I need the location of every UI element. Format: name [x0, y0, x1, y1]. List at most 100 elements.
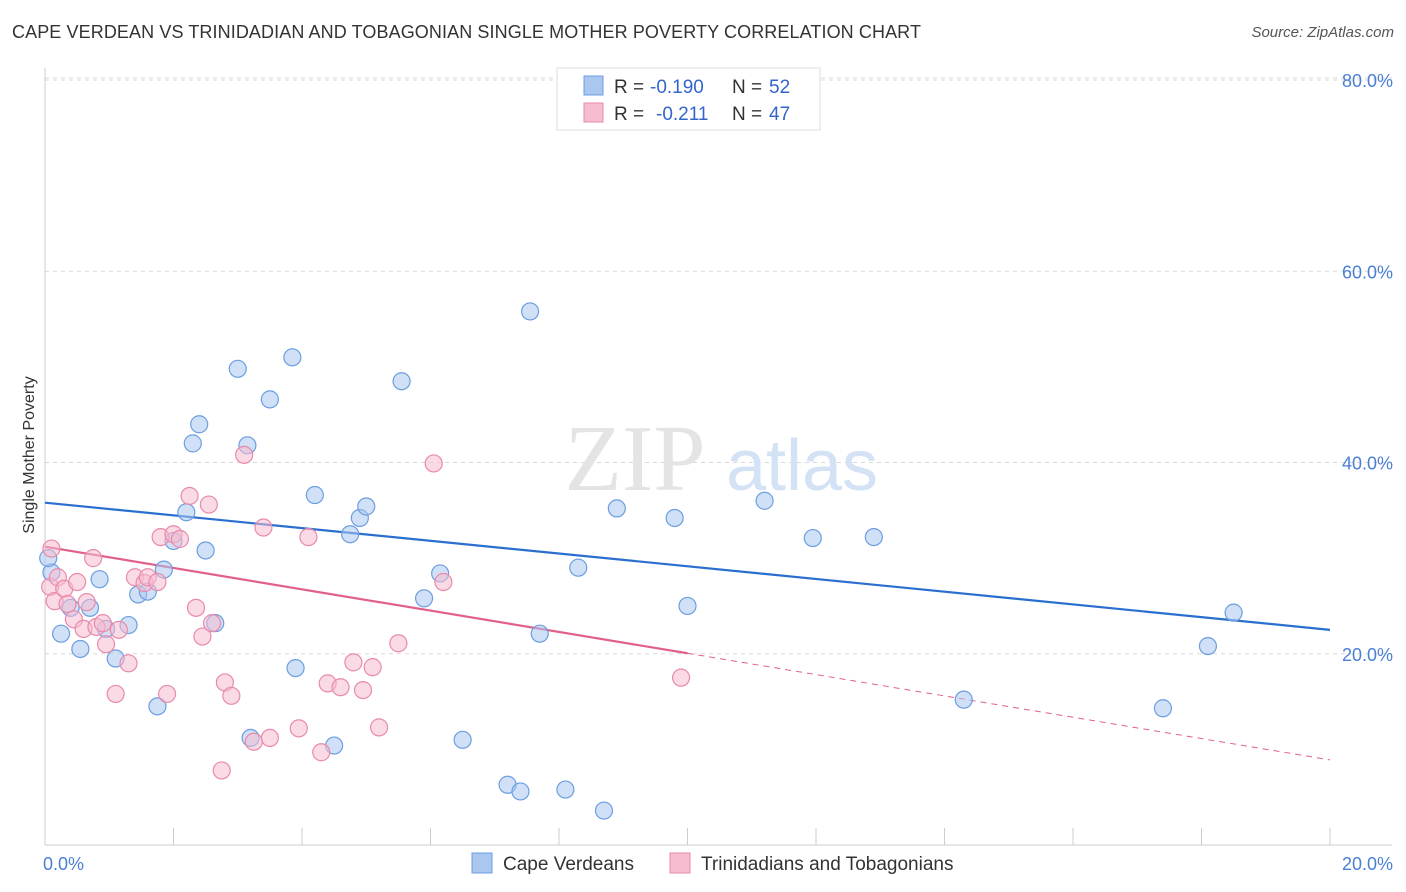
data-points	[39, 302, 1243, 820]
series-1-point-9	[84, 549, 103, 568]
top-legend: R = -0.190 N = 52 R = -0.211 N = 47	[556, 67, 821, 131]
series-1-point-12	[96, 635, 116, 654]
series-1-point-42	[353, 680, 373, 700]
series-0-point-27	[341, 525, 360, 544]
series-1-point-15	[119, 654, 138, 673]
tick-labels: 20.0% 40.0% 60.0% 80.0% 0.0% 20.0%	[43, 71, 1393, 874]
series-1-point-34	[254, 518, 273, 537]
legend-n-label-1: N =	[732, 77, 762, 98]
series-0-point-36	[530, 624, 549, 643]
series-0-point-15	[183, 434, 202, 453]
series-1-point-23	[170, 529, 190, 549]
series-0-point-39	[569, 558, 588, 577]
series-1-point-28	[202, 614, 222, 633]
bottom-legend: Cape Verdeans Trinidadians and Tobagonia…	[471, 852, 953, 875]
series-1-point-21	[157, 684, 177, 704]
series-0-point-30	[392, 372, 411, 391]
watermark: ZIP atlas	[565, 407, 879, 511]
y-tick-label-2: 60.0%	[1342, 262, 1393, 282]
series-0-point-31	[414, 589, 434, 608]
series-1-point-8	[77, 593, 96, 612]
series-1-point-24	[180, 486, 199, 506]
series-0-point-14	[177, 503, 196, 522]
watermark-atlas: atlas	[726, 426, 878, 506]
series-0-point-45	[803, 528, 822, 548]
y-tick-label-3: 80.0%	[1342, 71, 1393, 91]
series-0-point-50	[1224, 603, 1243, 622]
series-1-point-46	[424, 454, 443, 473]
grid-layer	[44, 68, 1392, 846]
y-axis-title: Single Mother Poverty	[21, 376, 38, 533]
series-1-point-32	[235, 445, 254, 464]
series-1-point-49	[42, 539, 61, 558]
legend-r-label-1: R =	[614, 77, 644, 98]
series-0-point-29	[357, 497, 376, 516]
series-1-point-27	[199, 495, 218, 514]
series-0-point-17	[196, 541, 215, 560]
y-tick-label-1: 40.0%	[1342, 454, 1393, 474]
legend-n-value-2: 47	[769, 104, 790, 125]
series-0-point-33	[453, 730, 472, 749]
legend-r-label-2: R =	[614, 104, 644, 125]
bottom-legend-swatch-blue	[471, 852, 493, 874]
series-1-point-35	[260, 728, 279, 748]
legend-swatch-pink	[583, 102, 604, 123]
series-0-point-25	[305, 485, 324, 505]
legend-r-value-1: -0.190	[650, 77, 704, 98]
trend-line-1	[44, 545, 688, 655]
series-0-point-43	[678, 596, 697, 616]
chart-title: CAPE VERDEAN VS TRINIDADIAN AND TOBAGONI…	[12, 22, 922, 42]
legend-r-value-2: -0.211	[656, 104, 708, 125]
series-0-point-1	[51, 624, 71, 643]
series-0-point-47	[954, 690, 973, 709]
series-0-point-35	[511, 782, 530, 801]
series-0-point-48	[1153, 699, 1173, 718]
series-0-point-3	[71, 639, 90, 659]
series-1-point-38	[312, 743, 331, 762]
series-0-point-46	[864, 527, 883, 547]
series-1-points	[41, 445, 691, 780]
series-0-point-16	[190, 415, 209, 434]
series-1-point-29	[212, 761, 231, 780]
series-0-point-23	[283, 348, 302, 367]
series-1-point-13	[106, 684, 125, 704]
legend-swatch-blue	[583, 75, 604, 96]
series-1-point-48	[671, 668, 691, 687]
series-1-point-45	[389, 634, 408, 653]
series-0-point-38	[556, 780, 575, 799]
series-0-point-11	[148, 697, 167, 716]
watermark-zip: ZIP	[565, 407, 706, 511]
series-1-point-33	[244, 732, 263, 751]
x-tick-label-0: 0.0%	[43, 854, 84, 874]
series-0-point-41	[607, 499, 626, 518]
series-1-point-44	[370, 718, 389, 737]
x-tick-label-1: 20.0%	[1342, 854, 1393, 874]
series-1-point-14	[109, 620, 128, 639]
series-0-point-22	[260, 390, 279, 409]
series-0-point-42	[665, 508, 684, 528]
trend-lines	[44, 501, 1331, 761]
series-1-point-6	[68, 572, 87, 592]
source-label: Source: ZipAtlas.com	[1251, 24, 1394, 41]
series-0-point-24	[286, 658, 305, 678]
bottom-legend-label-blue: Cape Verdeans	[503, 854, 634, 875]
bottom-legend-swatch-pink	[669, 852, 691, 874]
series-1-point-26	[193, 627, 212, 646]
series-1-point-11	[93, 614, 112, 633]
series-0-points	[39, 302, 1243, 820]
series-1-point-36	[289, 719, 308, 738]
legend-n-label-2: N =	[732, 104, 762, 125]
series-0-point-5	[90, 570, 109, 589]
series-1-point-40	[331, 678, 350, 697]
series-0-point-37	[520, 302, 540, 321]
series-0-point-19	[228, 359, 247, 378]
series-1-point-47	[434, 572, 453, 592]
series-1-point-37	[299, 527, 318, 547]
series-1-point-31	[222, 686, 241, 705]
series-1-point-4	[58, 594, 77, 614]
bottom-legend-label-pink: Trinidadians and Tobagonians	[701, 854, 953, 875]
series-1-point-43	[363, 658, 382, 677]
series-1-point-19	[148, 572, 167, 592]
trend-line-1-extension	[687, 652, 1331, 761]
